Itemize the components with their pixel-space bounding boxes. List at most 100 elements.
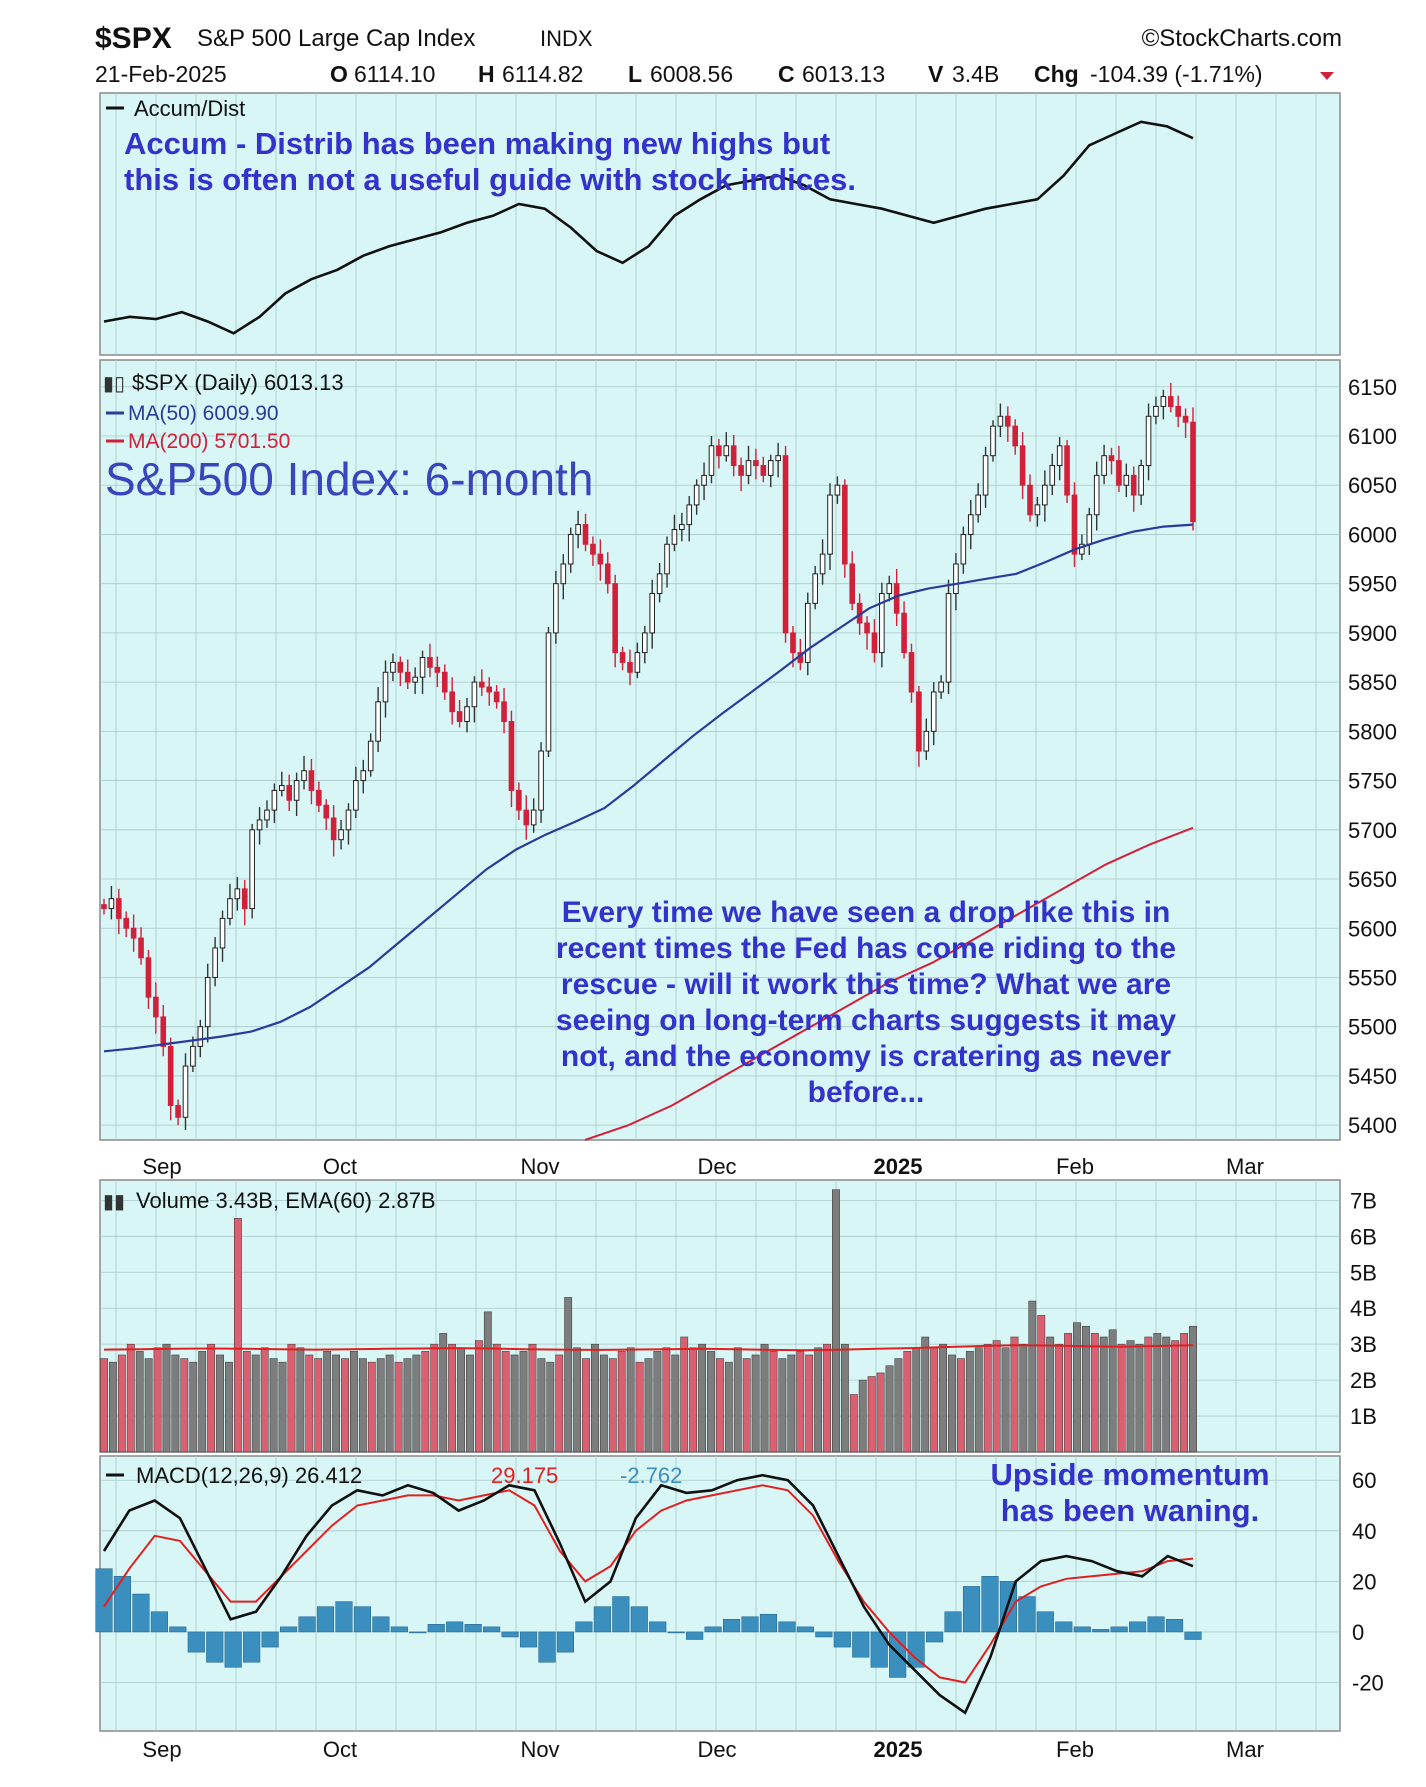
price-candle [649,593,656,634]
stockcharts-watermark[interactable]: ©StockCharts.com [1142,25,1342,52]
macd-histogram-bar [501,1631,519,1638]
volume-bar [421,1351,430,1453]
price-candle [530,809,537,826]
price-candle [834,484,841,496]
volume-bar [1099,1336,1108,1453]
volume-bar [474,1340,483,1453]
volume-bar [1117,1343,1126,1453]
volume-bar [769,1351,778,1453]
price-candle [1138,465,1144,496]
price-candle [1153,405,1159,417]
price-candle [286,784,293,801]
macd-histogram-bar [981,1576,999,1633]
volume-bar [698,1343,706,1453]
volume-bar [591,1343,599,1453]
volume-bar [555,1354,564,1453]
price-candle [293,780,300,801]
price-candle [249,829,255,910]
price-candle [997,415,1004,427]
price-candle [234,888,241,900]
volume-bar [823,1343,831,1453]
price-candle [1093,474,1100,516]
volume-bar [733,1347,742,1453]
y-tick-label: 40 [1352,1519,1376,1544]
index-name: S&P 500 Large Cap Index [197,25,475,52]
x-tick-label: Nov [520,1154,559,1179]
change-value: -104.39 (-1.71%) [1090,61,1263,87]
price-candle [308,770,315,791]
volume-bar [269,1358,278,1453]
volume-bar [135,1351,144,1453]
volume-bar [840,1343,849,1453]
volume-bar [483,1311,492,1453]
price-candle [227,898,233,919]
volume-bar [707,1351,715,1453]
x-tick-label: Sep [142,1154,181,1179]
price-candle [1071,494,1078,555]
price-candle [790,632,796,654]
macd-annotation-line-1: Upside momentum [990,1457,1269,1492]
price-candle [553,583,559,634]
macd-histogram-bar [556,1631,574,1653]
macd-histogram-bar [446,1621,464,1633]
price-candle [256,819,263,831]
volume-bar [501,1351,510,1453]
volume-bar [278,1361,287,1453]
price-candle [1019,445,1026,486]
volume-bar [921,1336,930,1453]
price-candle [1004,415,1011,427]
price-candle [767,460,774,476]
price-candle [619,652,626,663]
volume-bar [599,1354,608,1453]
price-candle [390,661,396,673]
price-candle [1175,405,1181,417]
volume-legend-label: Volume 3.43B, EMA(60) 2.87B [136,1188,436,1213]
price-candle [427,657,433,668]
volume-bar [1010,1336,1019,1453]
volume-bar [260,1347,269,1453]
price-candle [271,789,278,811]
volume-bar [358,1358,367,1453]
price-candle [627,661,633,673]
volume-bar [287,1343,296,1453]
price-candle [412,676,418,683]
price-candle [441,671,448,693]
y-tick-label: 5650 [1348,867,1397,892]
price-annotation-line-4: seeing on long-term charts suggests it m… [556,1004,1176,1037]
macd-histogram-bar [483,1626,501,1633]
volume-bar [1135,1343,1144,1453]
macd-histogram-bar [796,1626,814,1633]
volume-bar [832,1189,840,1453]
macd-histogram-bar [464,1624,482,1633]
volume-bar [385,1354,394,1453]
y-tick-label: 1B [1350,1404,1377,1429]
price-candle [945,593,952,683]
price-candle [1034,504,1041,516]
price-candle [479,681,485,688]
volume-bar [296,1347,305,1453]
close-value: 6013.13 [802,61,885,87]
x-tick-label: Feb [1056,1154,1094,1179]
volume-bar [885,1365,894,1453]
price-layer [101,382,1196,1141]
volume-bar [939,1343,947,1453]
volume-bar [742,1358,751,1453]
macd-histogram-bar [261,1631,279,1648]
macd-histogram-bar [113,1576,132,1633]
change-label: Chg [1034,61,1079,87]
price-candle [641,632,648,654]
price-candle [1101,455,1107,476]
price-candle [923,730,930,752]
ma200-legend-label: MA(200) 5701.50 [128,430,290,453]
macd-histogram-bar [649,1621,667,1633]
x-tick-label: Feb [1056,1737,1094,1762]
price-candle [1116,460,1122,486]
macd-annotation-line-2: has been waning. [1001,1493,1259,1528]
quote-date: 21-Feb-2025 [95,61,227,87]
macd-histogram-bar [224,1631,242,1668]
price-candle [1167,396,1174,407]
price-candle [175,1104,181,1118]
macd-legend: MACD(12,26,9) 26.412 29.175 -2.762 [106,1463,682,1488]
